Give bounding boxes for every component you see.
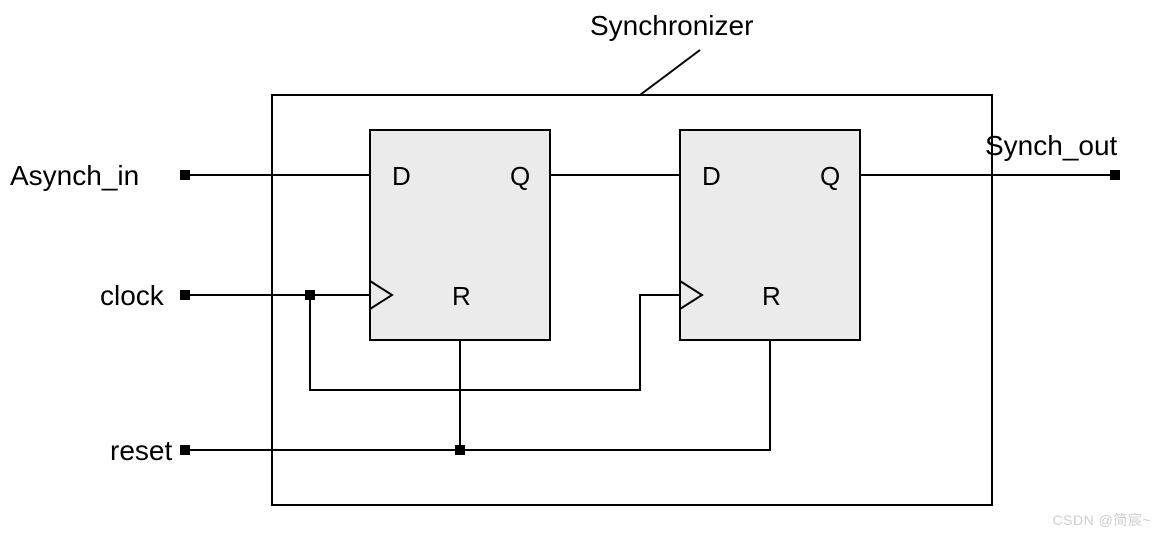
- terminals: [180, 170, 1120, 455]
- r-port-label: R: [762, 281, 781, 311]
- flip-flop: D Q R: [370, 130, 550, 340]
- synchronizer-diagram: Synchronizer D Q R D Q R Asynch_in clock rese…: [0, 0, 1163, 536]
- asynch-in-label: Asynch_in: [10, 160, 139, 191]
- d-port-label: D: [702, 161, 721, 191]
- flip-flops: D Q R D Q R: [370, 130, 860, 340]
- d-port-label: D: [392, 161, 411, 191]
- terminal-dot: [180, 445, 190, 455]
- watermark: CSDN @简宸~: [1053, 510, 1151, 530]
- junction-dot: [305, 290, 315, 300]
- wires: [185, 175, 1115, 450]
- flip-flop: D Q R: [680, 130, 860, 340]
- q-port-label: Q: [820, 161, 840, 191]
- title-callout-line: [640, 50, 700, 95]
- reset-label: reset: [110, 435, 172, 466]
- r-port-label: R: [452, 281, 471, 311]
- clock-label: clock: [100, 280, 165, 311]
- q-port-label: Q: [510, 161, 530, 191]
- terminal-dot: [180, 290, 190, 300]
- junction-dot: [455, 445, 465, 455]
- terminal-dot: [180, 170, 190, 180]
- diagram-title: Synchronizer: [590, 10, 753, 41]
- terminal-dot: [1110, 170, 1120, 180]
- synch-out-label: Synch_out: [985, 130, 1118, 161]
